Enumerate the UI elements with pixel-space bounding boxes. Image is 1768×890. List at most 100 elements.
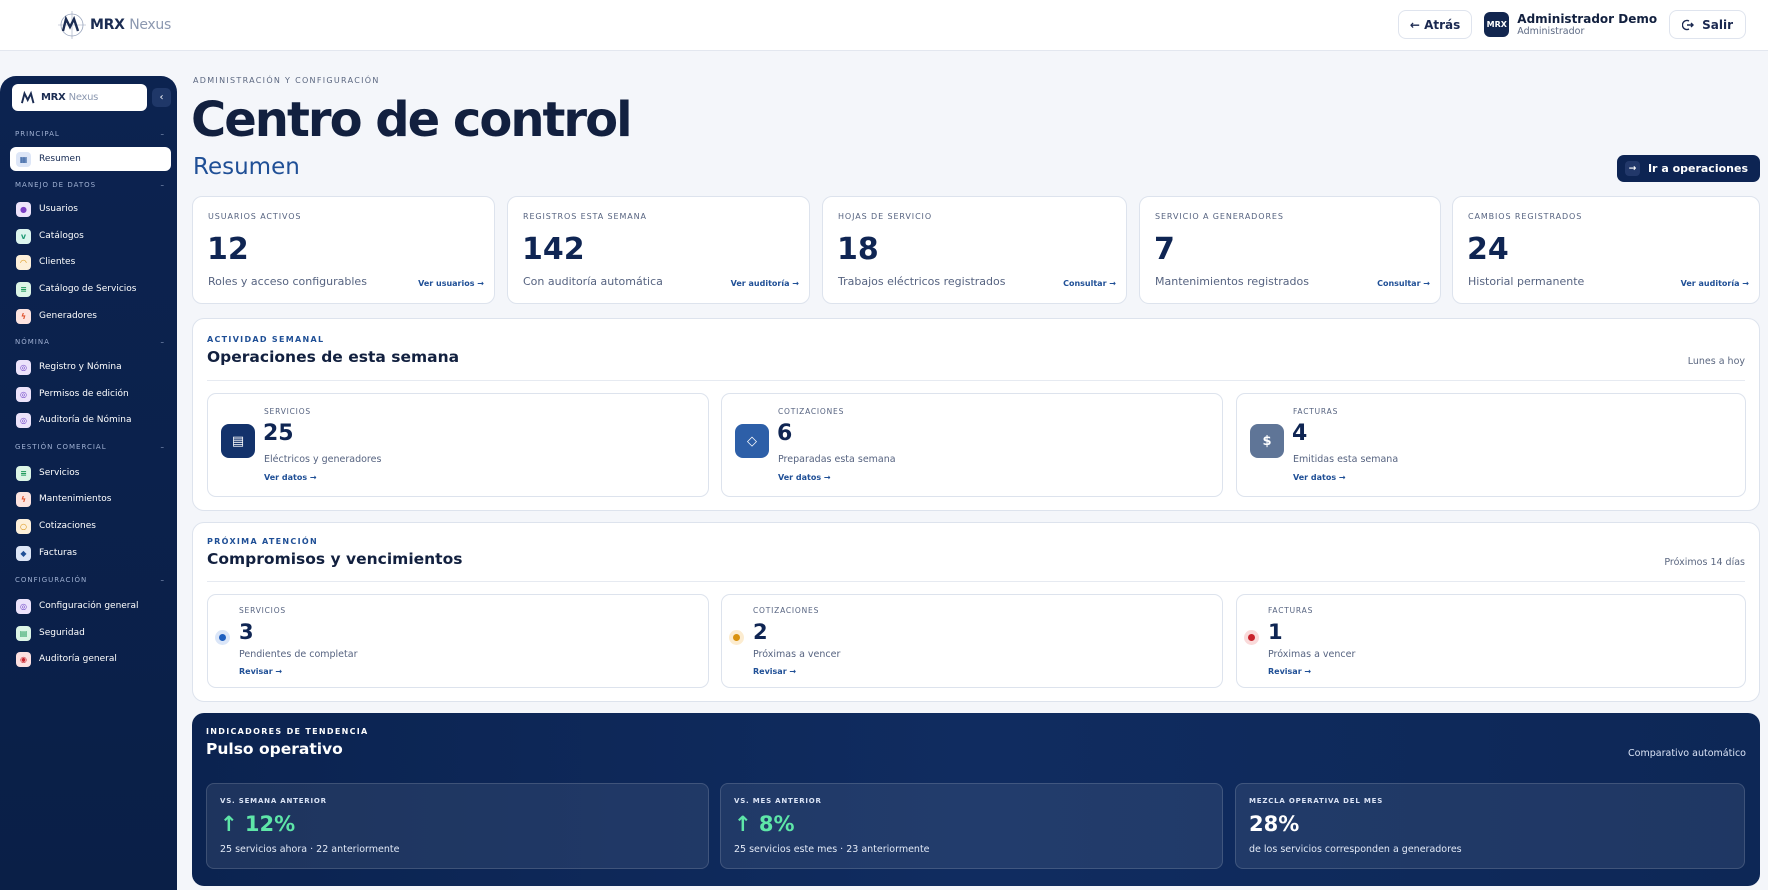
arrow-right-icon: →	[1624, 161, 1640, 176]
card-label: FACTURAS	[1293, 407, 1339, 416]
sidebar-logo-text: MRX Nexus	[41, 92, 99, 103]
bolt-icon: ϟ	[16, 308, 31, 324]
back-button[interactable]: ← Atrás	[1397, 10, 1473, 39]
diamond-icon: ◇	[735, 424, 769, 458]
app-logo[interactable]: MRX Nexus	[58, 8, 171, 42]
card-label: SERVICIOS	[239, 606, 286, 615]
stat-card-hojas-servicio: HOJAS DE SERVICIO 18 Trabajos eléctricos…	[822, 196, 1127, 304]
go-to-operations-button[interactable]: → Ir a operaciones	[1616, 155, 1760, 182]
sidebar-item-label: Usuarios	[39, 204, 78, 214]
trend-value: ↑ 8%	[734, 812, 795, 836]
sidebar-item-label: Registro y Nómina	[39, 362, 122, 372]
trend-description: 25 servicios ahora · 22 anteriormente	[220, 844, 400, 855]
card-label: SERVICIOS	[264, 407, 311, 416]
sidebar-item-mantenimientos[interactable]: ϟ Mantenimientos	[10, 487, 171, 511]
trend-description: de los servicios corresponden a generado…	[1249, 844, 1462, 855]
status-dot-icon	[729, 630, 744, 645]
sidebar-item-cotizaciones[interactable]: ○ Cotizaciones	[10, 514, 171, 538]
sidebar-item-auditoria-nomina[interactable]: ◎ Auditoría de Nómina	[10, 408, 171, 432]
trend-description: 25 servicios este mes · 23 anteriormente	[734, 844, 930, 855]
stat-value: 12	[207, 232, 249, 267]
logout-button[interactable]: Salir	[1669, 10, 1746, 39]
sidebar-item-registro-nomina[interactable]: ◎ Registro y Nómina	[10, 355, 171, 379]
card-label: COTIZACIONES	[778, 407, 845, 416]
review-link[interactable]: Revisar →	[1268, 667, 1312, 676]
dollar-icon: $	[1250, 424, 1284, 458]
trend-card-week: VS. SEMANA ANTERIOR ↑ 12% 25 servicios a…	[206, 783, 709, 869]
sidebar-item-configuracion-general[interactable]: ◎ Configuración general	[10, 594, 171, 618]
sidebar-item-label: Catálogo de Servicios	[39, 284, 137, 294]
panel-range: Próximos 14 días	[1664, 557, 1745, 568]
user-menu[interactable]: MRX Administrador Demo Administrador	[1484, 12, 1657, 38]
sidebar-item-permisos-edicion[interactable]: ◎ Permisos de edición	[10, 382, 171, 406]
sidebar-item-catalogo-servicios[interactable]: ≡ Catálogo de Servicios	[10, 277, 171, 301]
stat-link[interactable]: Ver usuarios →	[418, 279, 484, 288]
stat-label: USUARIOS ACTIVOS	[208, 212, 302, 221]
sidebar-item-seguridad[interactable]: ▤ Seguridad	[10, 621, 171, 645]
stat-link[interactable]: Ver auditoría →	[1680, 279, 1749, 288]
stat-value: 24	[1467, 232, 1509, 267]
sidebar-item-usuarios[interactable]: ● Usuarios	[10, 197, 171, 221]
sidebar-section-nomina[interactable]: NÓMINA –	[15, 338, 165, 346]
target-icon: ◎	[16, 598, 31, 614]
view-data-link[interactable]: Ver datos →	[264, 473, 317, 482]
logo-mark-icon	[58, 11, 86, 39]
sidebar-item-label: Clientes	[39, 257, 76, 267]
trend-value: ↑ 12%	[220, 812, 296, 836]
sidebar-item-generadores[interactable]: ϟ Generadores	[10, 304, 171, 328]
card-description: Próximas a vencer	[753, 649, 841, 660]
stat-description: Roles y acceso configurables	[208, 275, 367, 288]
list-icon: ≡	[16, 465, 31, 481]
review-link[interactable]: Revisar →	[239, 667, 283, 676]
diamond-icon: ◆	[16, 545, 31, 561]
sidebar-item-catalogos[interactable]: v Catálogos	[10, 224, 171, 248]
check-icon: v	[16, 228, 31, 244]
sidebar: MRX Nexus ‹ PRINCIPAL – ▦ Resumen MANEJO …	[0, 76, 177, 890]
status-dot-icon	[215, 630, 230, 645]
sidebar-item-resumen[interactable]: ▦ Resumen	[10, 147, 171, 171]
sidebar-item-servicios[interactable]: ≡ Servicios	[10, 461, 171, 485]
sidebar-item-auditoria-general[interactable]: ◉ Auditoría general	[10, 647, 171, 671]
card-description: Emitidas esta semana	[1293, 454, 1399, 465]
sidebar-section-config[interactable]: CONFIGURACIÓN –	[15, 576, 165, 584]
weekly-activity-panel: ACTIVIDAD SEMANAL Operaciones de esta se…	[192, 318, 1760, 511]
stat-value: 18	[837, 232, 879, 267]
sidebar-item-label: Permisos de edición	[39, 389, 129, 399]
upcoming-panel: PRÓXIMA ATENCIÓN Compromisos y vencimien…	[192, 522, 1760, 702]
sidebar-item-label: Auditoría de Nómina	[39, 415, 132, 425]
stat-card-registros-semana: REGISTROS ESTA SEMANA 142 Con auditoría …	[507, 196, 810, 304]
stat-label: SERVICIO A GENERADORES	[1155, 212, 1284, 221]
card-value: 25	[263, 421, 294, 446]
due-card-facturas: FACTURAS 1 Próximas a vencer Revisar →	[1236, 594, 1746, 688]
stat-value: 7	[1154, 232, 1175, 267]
sidebar-section-comercial[interactable]: GESTIÓN COMERCIAL –	[15, 443, 165, 451]
logo-mark-icon	[20, 90, 35, 103]
card-value: 2	[753, 620, 768, 644]
view-data-link[interactable]: Ver datos →	[1293, 473, 1346, 482]
list-icon: ▤	[221, 424, 255, 458]
sidebar-item-clientes[interactable]: ◠ Clientes	[10, 250, 171, 274]
sidebar-item-facturas[interactable]: ◆ Facturas	[10, 541, 171, 565]
due-card-servicios: SERVICIOS 3 Pendientes de completar Revi…	[207, 594, 709, 688]
stat-value: 142	[522, 232, 585, 267]
stat-link[interactable]: Consultar →	[1063, 279, 1116, 288]
sidebar-item-label: Cotizaciones	[39, 521, 96, 531]
card-value: 3	[239, 620, 254, 644]
user-icon: ●	[16, 201, 31, 217]
sidebar-section-principal[interactable]: PRINCIPAL –	[15, 130, 165, 138]
panel-eyebrow: INDICADORES DE TENDENCIA	[206, 727, 369, 736]
review-link[interactable]: Revisar →	[753, 667, 797, 676]
logout-label: Salir	[1702, 17, 1733, 32]
panel-title: Pulso operativo	[206, 740, 343, 758]
panel-eyebrow: ACTIVIDAD SEMANAL	[207, 335, 325, 344]
sidebar-section-datos[interactable]: MANEJO DE DATOS –	[15, 181, 165, 189]
view-data-link[interactable]: Ver datos →	[778, 473, 831, 482]
panel-eyebrow: PRÓXIMA ATENCIÓN	[207, 537, 318, 546]
stat-link[interactable]: Ver auditoría →	[730, 279, 799, 288]
sidebar-logo[interactable]: MRX Nexus	[12, 84, 147, 111]
collapse-sidebar-button[interactable]: ‹	[152, 88, 171, 107]
target-icon: ◎	[16, 359, 31, 375]
stat-link[interactable]: Consultar →	[1377, 279, 1430, 288]
page-title: Centro de control	[191, 92, 633, 148]
trend-label: VS. SEMANA ANTERIOR	[220, 797, 327, 805]
